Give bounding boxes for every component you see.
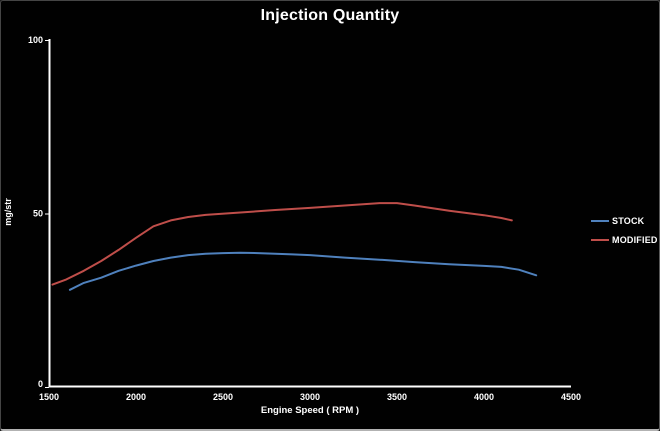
data-series bbox=[51, 202, 538, 291]
x-tick-label: 2500 bbox=[213, 392, 233, 402]
chart-title: Injection Quantity bbox=[260, 7, 400, 24]
y-axis-ticks: 0 50 100 bbox=[28, 35, 49, 389]
x-tick-label: 4500 bbox=[561, 392, 581, 402]
x-axis-ticks: 1500 2000 2500 3000 3500 4000 4500 bbox=[39, 392, 581, 402]
y-tick-label: 0 bbox=[38, 379, 43, 389]
x-tick-label: 3500 bbox=[387, 392, 407, 402]
x-tick-label: 2000 bbox=[126, 392, 146, 402]
modified-line-swatch bbox=[591, 238, 609, 241]
x-tick-label: 3000 bbox=[300, 392, 320, 402]
legend-item-stock[interactable]: STOCK bbox=[591, 211, 658, 230]
legend-label-modified: MODIFIED bbox=[612, 234, 658, 245]
x-tick-label: 1500 bbox=[39, 392, 59, 402]
y-tick-label: 100 bbox=[28, 35, 43, 45]
y-tick-label: 50 bbox=[33, 209, 43, 219]
series-line-stock bbox=[68, 251, 538, 291]
x-axis-title: Engine Speed ( RPM ) bbox=[260, 405, 360, 416]
legend-item-modified[interactable]: MODIFIED bbox=[591, 230, 658, 249]
series-line-modified bbox=[51, 202, 513, 286]
legend-label-stock: STOCK bbox=[612, 215, 645, 226]
x-tick-label: 4000 bbox=[474, 392, 494, 402]
stock-line-swatch bbox=[591, 219, 609, 222]
legend: STOCK MODIFIED bbox=[591, 211, 658, 249]
